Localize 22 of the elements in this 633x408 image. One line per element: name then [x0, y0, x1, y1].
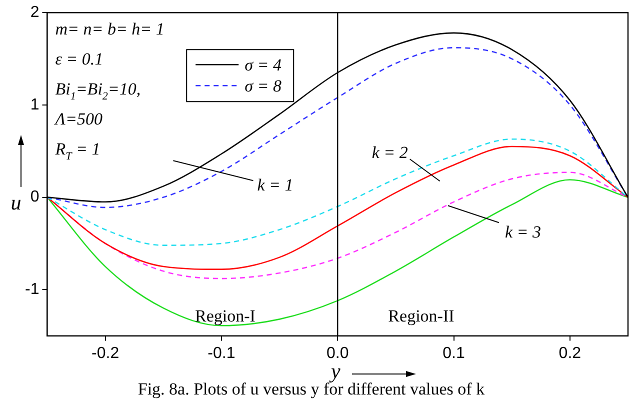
annotation: ε = 0.1 — [55, 50, 104, 69]
legend-label: σ = 8 — [244, 76, 282, 96]
x-tick-label: 0.1 — [442, 344, 465, 362]
x-tick-label: 0.2 — [558, 344, 582, 362]
x-tick-label: 0.0 — [326, 344, 349, 362]
annotation: Λ=500 — [53, 110, 103, 129]
annotation: Region-II — [388, 306, 455, 326]
line-series — [47, 138, 628, 246]
y-tick-label: 2 — [30, 4, 40, 22]
annotation: k = 3 — [504, 222, 541, 242]
line-series — [47, 179, 628, 326]
annotation: Region-I — [195, 306, 256, 326]
annotation: k = 2 — [372, 143, 408, 162]
y-tick-label: 0 — [30, 188, 40, 206]
annotation: m= n= b= h= 1 — [55, 20, 164, 39]
y-axis-title: u — [10, 190, 22, 214]
y-tick-label: 1 — [30, 96, 40, 114]
x-tick-label: -0.2 — [92, 344, 120, 362]
annotation: k = 1 — [257, 176, 294, 195]
x-tick-label: -0.1 — [208, 344, 236, 362]
legend-label: σ = 4 — [244, 56, 282, 75]
y-tick-label: -1 — [24, 281, 40, 298]
